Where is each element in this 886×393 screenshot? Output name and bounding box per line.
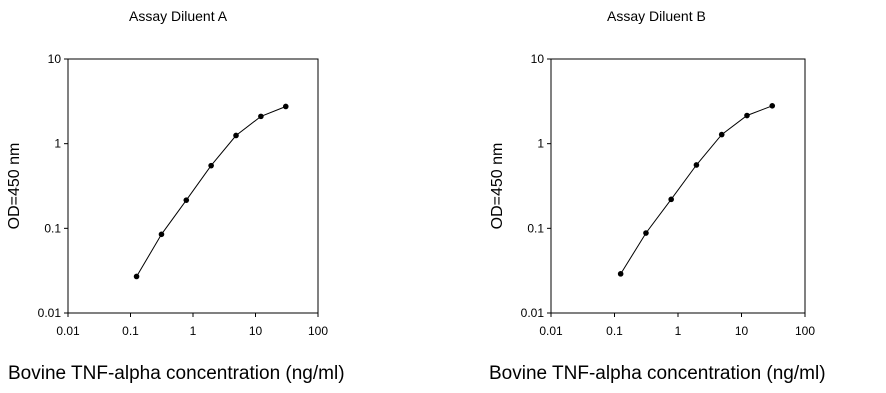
chart-a-x-tick-label: 0.01: [56, 324, 80, 338]
chart-a-x-tick-label: 1: [190, 324, 197, 338]
chart-a-data-point: [208, 162, 214, 169]
chart-a-title: Assay Diluent A: [129, 8, 228, 24]
chart-b-y-tick-label: 10: [531, 52, 545, 66]
chart-a-frame: [67, 58, 319, 314]
chart-b-y-axis-label: OD=450 nm: [489, 143, 506, 230]
chart-a-y-tick-label: 10: [48, 52, 62, 66]
chart-b-data-point: [744, 112, 750, 119]
chart-panel-b: 0.01 0.1 1 10 100 0.01 0.1 1 10 OD=450 nm Assay D…: [443, 0, 886, 393]
chart-a-y-tick-label: 1: [54, 137, 61, 151]
chart-b-x-tick-label: 0.01: [539, 324, 563, 338]
chart-b-title: Assay Diluent B: [607, 8, 706, 24]
chart-panel-a: 0.01 0.1 1 10 100 0.01 0.1 1 10 OD=450 nm Assay D…: [6, 8, 345, 384]
chart-a-plot: 0.01 0.1 1 10 100 0.01 0.1 1 10 OD=450 nm: [6, 52, 328, 338]
chart-a-data-point: [183, 197, 190, 203]
chart-b-y-tick-label: 1: [537, 137, 544, 151]
chart-b-x-tick-label: 100: [795, 324, 815, 338]
chart-b-x-tick-label: 1: [675, 324, 682, 338]
chart-a-y-tick-label: 0.1: [44, 221, 61, 235]
chart-b-x-tick-label: 10: [735, 324, 749, 338]
chart-b-y-tick-label: 0.01: [521, 306, 545, 320]
chart-a-series-line: [136, 106, 286, 277]
chart-b-x-axis-label: Bovine TNF-alpha concentration (ng/ml): [489, 363, 826, 384]
chart-a-data-point: [282, 103, 289, 110]
chart-b-data-point: [643, 230, 649, 236]
chart-b-plot: 0.01 0.1 1 10 100 0.01 0.1 1 10 OD=450 nm: [489, 52, 815, 338]
chart-b-data-point: [617, 271, 624, 277]
chart-a-y-tick-label: 0.01: [38, 306, 62, 320]
chart-a-data-point: [158, 231, 165, 238]
chart-b-y-tick-label: 0.1: [527, 221, 544, 235]
chart-a-x-axis-label: Bovine TNF-alpha concentration (ng/ml): [8, 363, 345, 384]
chart-b-data-point: [668, 196, 674, 203]
chart-a-x-tick-label: 100: [308, 324, 328, 338]
chart-a-data-point: [258, 113, 264, 120]
chart-a-data-point: [233, 132, 239, 139]
chart-a-x-tick-label: 10: [249, 324, 263, 338]
chart-b-frame: [550, 58, 806, 314]
chart-b-data-point: [693, 162, 700, 168]
chart-a-data-point: [133, 273, 140, 280]
chart-a-y-axis-label: OD=450 nm: [6, 143, 23, 230]
chart-b-data-point: [718, 131, 725, 138]
chart-b-x-tick-label: 0.1: [606, 324, 623, 338]
chart-a-x-tick-label: 0.1: [122, 324, 139, 338]
chart-b-data-point: [769, 103, 776, 109]
chart-b-series-line: [620, 105, 773, 275]
